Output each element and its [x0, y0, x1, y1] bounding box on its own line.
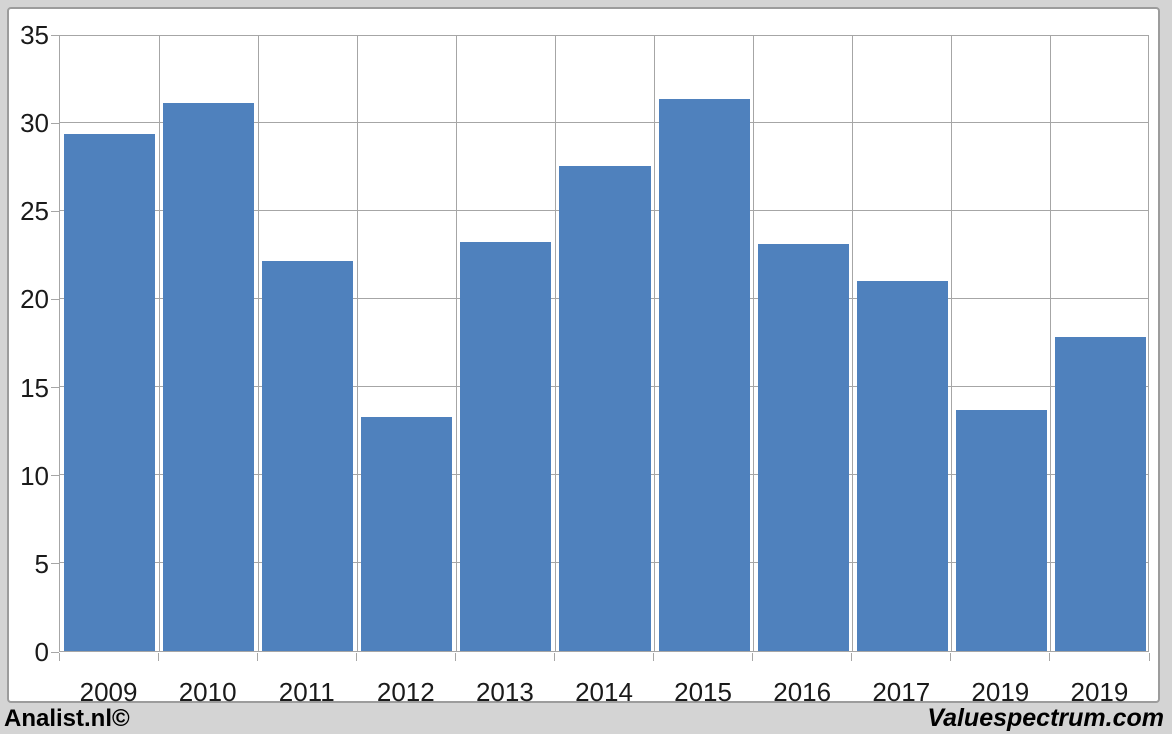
- y-tick-label: 35: [20, 20, 49, 50]
- x-tick-label: 2012: [376, 677, 435, 707]
- x-axis-tick: [256, 653, 258, 661]
- bar: [856, 280, 948, 651]
- gridline-vertical: [654, 36, 656, 651]
- y-axis-tick: [51, 210, 59, 212]
- x-tick-label: 2019: [971, 677, 1030, 707]
- x-axis-tick: [157, 653, 159, 661]
- bar: [163, 102, 255, 651]
- gridline-vertical: [455, 36, 457, 651]
- bar: [64, 134, 156, 651]
- y-axis-tick: [51, 298, 59, 300]
- x-tick-label: 2015: [674, 677, 732, 707]
- chart-panel: 0 5 10 15 20 25 30 35 2009 2010 2011 2012 2013 2014 2…: [7, 7, 1160, 707]
- footer-left-brand: Analist.nl©: [4, 704, 130, 732]
- gridline-vertical: [951, 36, 953, 651]
- gridline-vertical: [257, 36, 259, 651]
- bar: [955, 409, 1047, 651]
- footer-right-brand: Valuespectrum.com: [927, 704, 1164, 732]
- x-axis-tick: [1148, 653, 1150, 661]
- x-axis-tick: [851, 653, 853, 661]
- y-tick-label: 30: [20, 108, 49, 139]
- x-axis-tick: [1049, 653, 1051, 661]
- x-tick-label: 2014: [575, 677, 633, 707]
- gridline-vertical: [1050, 36, 1052, 651]
- x-tick-label: 2011: [278, 677, 335, 707]
- bar: [559, 166, 651, 651]
- x-axis-tick: [58, 653, 60, 661]
- x-axis-tick: [553, 653, 555, 661]
- y-tick-label: 25: [20, 196, 49, 227]
- x-axis-tick: [653, 653, 655, 661]
- x-axis-tick: [355, 653, 357, 661]
- y-axis-tick: [51, 563, 59, 565]
- bar: [361, 416, 453, 651]
- y-tick-label: 0: [34, 637, 49, 667]
- bar: [1054, 337, 1146, 651]
- gridline-vertical: [753, 36, 755, 651]
- y-axis-tick: [51, 651, 59, 653]
- x-tick-label: 2016: [773, 677, 832, 707]
- x-tick-label: 2009: [79, 677, 138, 707]
- x-tick-label: 2010: [178, 677, 237, 707]
- bar: [262, 261, 354, 651]
- y-tick-label: 5: [34, 548, 49, 579]
- x-tick-label: 2019: [1070, 677, 1129, 707]
- y-axis-tick: [51, 34, 59, 36]
- footer-bar: Analist.nl© Valuespectrum.com: [0, 703, 1172, 734]
- bar: [757, 243, 849, 651]
- gridline-vertical: [554, 36, 556, 651]
- x-tick-label: 2017: [872, 677, 931, 707]
- y-axis-tick: [51, 475, 59, 477]
- y-tick-label: 10: [20, 460, 49, 491]
- x-tick-label: 2013: [475, 677, 534, 707]
- bar: [460, 242, 552, 651]
- gridline-vertical: [158, 36, 160, 651]
- y-tick-label: 20: [20, 284, 49, 315]
- gridline-vertical: [852, 36, 854, 651]
- y-axis-tick: [51, 387, 59, 389]
- gridline-vertical: [356, 36, 358, 651]
- x-axis-tick: [454, 653, 456, 661]
- y-axis-tick: [51, 122, 59, 124]
- x-axis-tick: [752, 653, 754, 661]
- x-axis-tick: [950, 653, 952, 661]
- plot-area: [59, 35, 1149, 652]
- bar: [658, 99, 750, 651]
- y-tick-label: 15: [20, 372, 49, 403]
- gridline-horizontal: [60, 121, 1148, 123]
